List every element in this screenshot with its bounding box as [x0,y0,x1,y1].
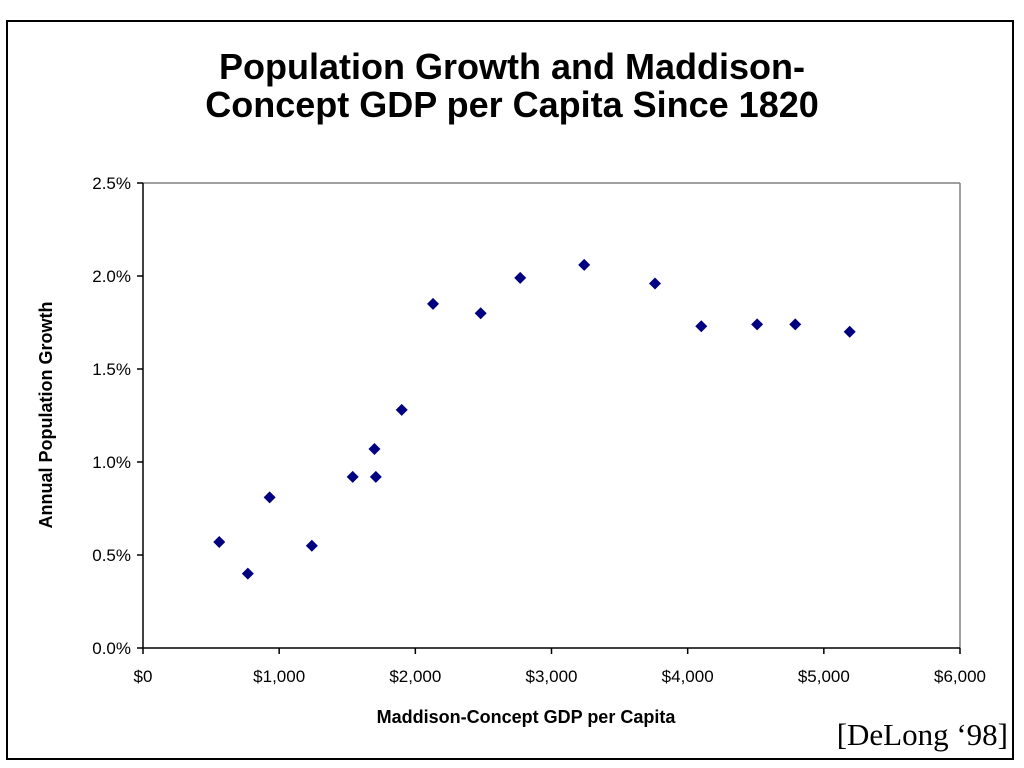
data-point [368,442,381,455]
data-point [369,470,382,483]
chart-title-line-2: Concept GDP per Capita Since 1820 [205,84,819,125]
y-tick-label: 2.0% [92,267,131,286]
data-point [751,318,764,331]
y-axis-label: Annual Population Growth [36,302,56,529]
data-point [427,297,440,310]
x-axis: $0 $1,000 $2,000 $3,000 $4,000 $5,000 $6,000 [134,648,986,686]
x-tick-label: $1,000 [253,667,305,686]
y-tick-label: 1.0% [92,453,131,472]
data-points [213,258,856,580]
x-tick-label: $5,000 [798,667,850,686]
data-point [514,271,527,284]
x-tick-label: $0 [134,667,153,686]
plot-area [142,182,961,649]
data-point [843,325,856,338]
y-axis: 0.0% 0.5% 1.0% 1.5% 2.0% 2.5% [92,174,143,658]
data-point [305,539,318,552]
data-point [578,258,591,271]
data-point [346,470,359,483]
data-point [213,535,226,548]
chart-frame [6,20,1014,760]
x-axis-label: Maddison-Concept GDP per Capita [377,707,677,727]
data-point [263,491,276,504]
data-point [241,567,254,580]
data-point [648,277,661,290]
y-tick-label: 0.5% [92,546,131,565]
data-point [395,403,408,416]
x-tick-label: $4,000 [662,667,714,686]
x-tick-label: $6,000 [934,667,986,686]
y-tick-label: 1.5% [92,360,131,379]
y-tick-label: 2.5% [92,174,131,193]
data-point [474,307,487,320]
chart-title: Population Growth and Maddison- Concept … [0,48,1024,124]
source-credit: [DeLong ‘98] [836,717,1008,752]
y-tick-label: 0.0% [92,639,131,658]
data-point [695,320,708,333]
x-tick-label: $2,000 [389,667,441,686]
data-point [789,318,802,331]
x-tick-label: $3,000 [526,667,578,686]
chart-title-line-1: Population Growth and Maddison- [219,46,805,87]
